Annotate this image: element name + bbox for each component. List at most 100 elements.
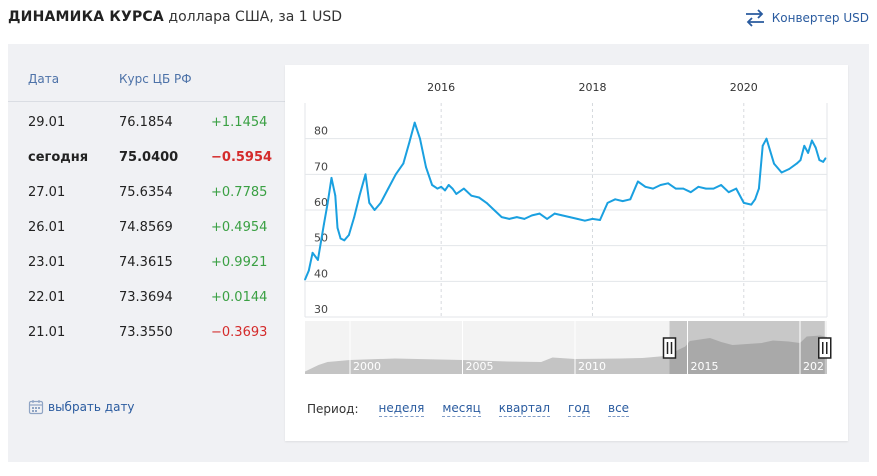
calendar-icon: [28, 400, 44, 415]
rates-table: Дата Курс ЦБ РФ 29.01 76.1854 +1.1454 сегод…: [8, 44, 286, 347]
data-point: [500, 216, 503, 219]
navigator-area: [305, 335, 827, 374]
table-row: 27.01 75.6354 +0.7785: [8, 172, 286, 207]
y-tick-label: 40: [314, 267, 328, 280]
data-point: [339, 237, 342, 240]
row-date: 22.01: [28, 290, 66, 305]
period-month[interactable]: месяц: [442, 401, 481, 417]
converter-link[interactable]: Конвертер USD: [744, 8, 869, 28]
data-point: [780, 171, 783, 174]
data-point: [614, 198, 617, 201]
data-point: [674, 187, 677, 190]
data-point: [508, 218, 511, 220]
data-point: [584, 219, 586, 222]
data-point: [636, 180, 639, 183]
navigator-handle-right[interactable]: [818, 337, 832, 359]
data-point: [493, 209, 496, 211]
data-point: [807, 152, 809, 154]
period-year[interactable]: год: [568, 401, 590, 417]
row-rate: 74.8569: [119, 220, 173, 235]
column-header-rate: Курс ЦБ РФ: [119, 72, 192, 86]
data-point: [440, 185, 443, 188]
page-title: ДИНАМИКА КУРСА: [8, 9, 164, 25]
data-point: [462, 187, 465, 190]
data-point: [667, 182, 670, 185]
data-point: [705, 187, 707, 190]
data-point: [394, 173, 397, 176]
row-date: 29.01: [28, 115, 66, 130]
row-date: 27.01: [28, 185, 66, 200]
page-subtitle: доллара США, за 1 USD: [168, 9, 343, 25]
row-change: −0.3693: [211, 325, 268, 340]
data-point: [336, 226, 339, 229]
data-point: [765, 137, 768, 140]
swap-arrows-icon: [745, 9, 764, 27]
data-point: [330, 177, 333, 179]
data-point: [531, 214, 533, 217]
row-change: −0.5954: [211, 150, 273, 165]
row-date: 23.01: [28, 255, 66, 270]
data-point: [347, 234, 350, 236]
data-point: [455, 193, 458, 195]
row-rate: 74.3615: [119, 255, 173, 270]
data-point: [515, 216, 518, 219]
data-point: [814, 146, 817, 149]
x-tick-label: 2018: [578, 81, 606, 94]
data-point: [353, 216, 356, 219]
row-change: +0.0144: [211, 290, 268, 305]
period-quarter[interactable]: квартал: [498, 401, 551, 417]
page-header: ДИНАМИКА КУРСА доллара США, за 1 USD: [8, 9, 342, 25]
pick-date-label: выбрать дату: [48, 400, 135, 414]
data-point: [803, 144, 806, 147]
data-point: [644, 185, 647, 188]
data-point: [436, 187, 439, 190]
data-point: [720, 184, 722, 186]
data-point: [659, 184, 662, 186]
data-point: [824, 157, 827, 160]
data-point: [682, 187, 685, 190]
row-change: +1.1454: [211, 115, 268, 130]
data-point: [810, 139, 813, 142]
chart-card: 30 40 50 60 70 80 2016 2018 2020 2000 2005 2010 2015…: [285, 65, 848, 441]
data-point: [822, 160, 825, 163]
period-all[interactable]: все: [608, 401, 630, 417]
data-point: [689, 191, 692, 194]
data-point: [307, 269, 310, 272]
row-change: +0.4954: [211, 220, 268, 235]
data-point: [799, 159, 802, 161]
table-header: Дата Курс ЦБ РФ: [8, 44, 286, 102]
y-tick-label: 80: [314, 125, 328, 138]
data-point: [754, 198, 757, 201]
data-point: [523, 218, 526, 220]
data-point: [758, 187, 760, 190]
x-tick-label: 2020: [730, 81, 758, 94]
data-point: [326, 201, 329, 204]
navigator-handle-left[interactable]: [662, 337, 677, 359]
data-point: [334, 194, 337, 197]
data-point: [712, 187, 715, 190]
data-point: [761, 144, 764, 147]
data-point: [408, 141, 411, 144]
data-point: [413, 121, 416, 124]
table-body: 29.01 76.1854 +1.1454 сегодня 75.0400 −0.5954…: [8, 102, 286, 347]
navigator-tick-label: 2005: [466, 360, 494, 373]
row-date: 26.01: [28, 220, 66, 235]
data-point: [304, 278, 306, 281]
data-point: [485, 201, 488, 204]
data-point: [599, 219, 601, 221]
row-rate: 75.0400: [119, 150, 179, 165]
row-rate: 76.1854: [119, 115, 173, 130]
y-tick-label: 70: [314, 160, 328, 173]
navigator-tick-label: 2000: [353, 360, 381, 373]
pick-date-link[interactable]: выбрать дату: [28, 399, 135, 415]
navigator-selection: [669, 321, 825, 374]
data-point: [538, 212, 541, 215]
table-row: 23.01 74.3615 +0.9921: [8, 242, 286, 277]
table-row: сегодня 75.0400 −0.5954: [8, 137, 286, 172]
navigator-tick-label: 2010: [578, 360, 606, 373]
data-point: [727, 191, 730, 194]
data-point: [697, 185, 700, 188]
period-week[interactable]: неделя: [378, 401, 425, 417]
data-point: [735, 187, 738, 190]
